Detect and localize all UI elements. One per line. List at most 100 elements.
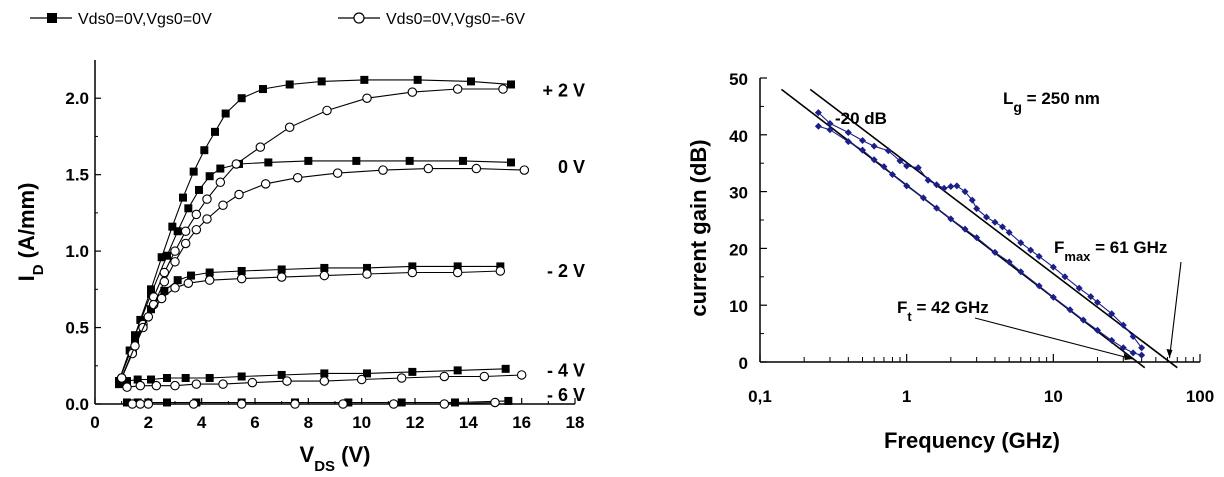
data-point [498,84,508,94]
data-point [1129,332,1137,340]
y-tick-label: 1.0 [65,242,89,261]
data-point [1027,246,1035,254]
data-point [352,156,361,165]
data-point [1093,326,1101,334]
data-point [1035,252,1043,260]
data-point [180,226,191,236]
data-point [179,193,187,202]
data-point [1005,228,1013,236]
data-point [170,380,180,391]
annotations: -20 dB Lg = 250 nm Fmax = 61 GHz Ft = 42… [835,89,1182,360]
fmax-arrow-head [1166,349,1173,358]
x-tick-label: 16 [512,413,531,432]
series-0-curve-3 [115,364,510,389]
y-tick-label: 30 [729,184,748,203]
data-point [888,171,896,179]
y-tick-label: 20 [729,240,748,259]
data-point [191,224,202,235]
data-point [1049,293,1057,301]
data-point [319,376,330,386]
data-point [1066,306,1074,314]
data-point [490,397,500,408]
data-point [231,159,242,169]
data-point [870,156,878,164]
data-point [388,399,399,409]
fmax-annotation: Fmax = 61 GHz [1054,238,1167,264]
y-tick-label: 0.5 [65,319,89,338]
gate-length-annotation: Lg = 250 nm [1003,89,1100,115]
legend-label-vgs0-0v: Vds0=0V,Vgs0=0V [78,11,212,28]
legend-label-vgs0-minus6v: Vds0=0V,Vgs0=-6V [386,11,525,28]
data-point [397,398,406,407]
data-point [991,248,999,256]
x-tick-label: 1 [902,387,911,406]
data-point [170,246,180,256]
data-point [183,278,194,288]
series-1-curve-2 [116,266,506,383]
data-point [170,257,180,267]
legend-entry-vgs0-minus6v: Vds0=0V,Vgs0=-6V [338,11,525,28]
data-point [973,205,981,213]
output-characteristics-chart: Vds0=0V,Vgs0=0V Vds0=0V,Vgs0=-6V 0 2 4 6 8 10… [14,11,585,475]
data-point [924,176,932,184]
data-point [407,87,418,97]
curve-label: 0 V [558,157,585,177]
series-layer [814,109,1146,359]
data-point [123,377,131,386]
current-gain-chart: 0,1 1 10 100 0 10 20 30 40 50 -20 dB Lg = 250 nm … [686,70,1214,453]
data-point [884,147,892,155]
data-point [1138,351,1146,359]
data-point [332,168,343,178]
plot-area [94,60,575,405]
data-point [147,285,155,294]
data-point [115,380,123,389]
slope-annotation: -20 dB [835,109,887,128]
y-tick-label: 1.5 [65,166,89,185]
data-point [264,158,273,167]
data-point [320,263,329,272]
data-point [247,377,258,388]
data-point [202,194,212,204]
data-point [135,380,146,391]
x-tick-label: 2 [144,413,153,432]
data-point [501,364,510,373]
data-point [452,267,463,278]
data-point [378,165,388,175]
data-point [363,263,371,272]
data-point [163,251,171,260]
data-point [195,185,203,194]
data-point [1017,268,1025,276]
data-point [814,109,822,117]
data-point [215,177,226,188]
data-point [947,215,955,223]
data-point [221,109,230,118]
data-point [156,293,167,304]
data-point [205,374,214,383]
legend-entry-vgs0-0v: Vds0=0V,Vgs0=0V [30,11,212,28]
data-point [844,138,852,146]
data-point [408,367,417,376]
data-point [304,156,313,165]
data-point [362,93,372,103]
data-point [396,373,407,383]
data-point [131,335,139,344]
data-point [320,369,329,378]
y-tick-label: 2.0 [65,89,89,108]
data-point [859,136,867,144]
data-point [1129,349,1137,357]
data-point [163,374,171,383]
y-tick-label: 0 [739,354,748,373]
x-tick-label: 12 [406,413,425,432]
data-point [1061,273,1069,281]
data-point [439,399,450,409]
curve-labels: + 2 V 0 V - 2 V - 4 V - 6 V [542,81,585,405]
data-point [880,163,888,171]
data-point [452,84,463,94]
data-point [504,396,513,405]
x-tick-label: 0 [90,413,99,432]
data-point [147,375,155,384]
data-point [202,214,212,224]
curve-label: - 2 V [547,261,585,281]
data-point [187,271,195,280]
data-point [933,181,941,189]
